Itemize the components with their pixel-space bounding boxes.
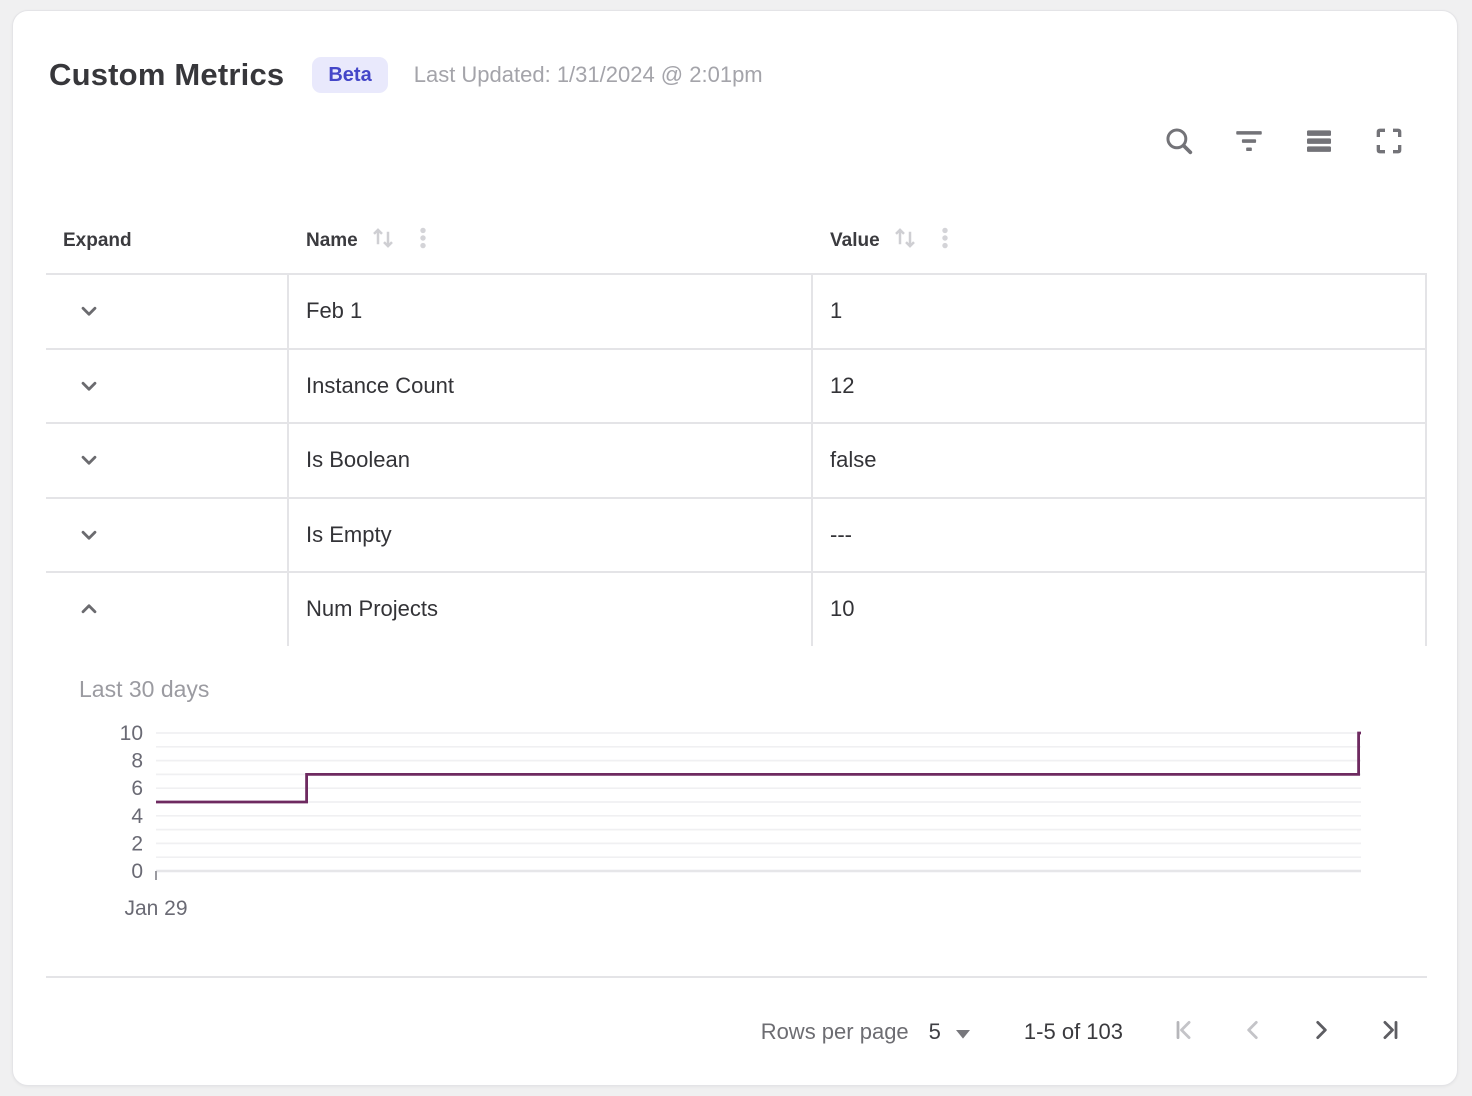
name-cell: Feb 1	[289, 275, 813, 348]
sort-icon[interactable]	[368, 223, 398, 259]
column-header-name[interactable]: Name	[289, 223, 813, 259]
sort-icon[interactable]	[890, 223, 920, 259]
density-icon	[1303, 125, 1335, 157]
chevron-up-icon	[76, 596, 102, 622]
expand-cell	[46, 275, 289, 348]
value-cell: 12	[813, 349, 1427, 422]
grid-toolbar	[13, 121, 1409, 161]
search-icon	[1162, 124, 1196, 158]
filter-button[interactable]	[1229, 121, 1269, 161]
column-menu-icon[interactable]	[932, 225, 958, 257]
table-header-row: Expand Name Value	[46, 209, 1427, 273]
search-button[interactable]	[1159, 121, 1199, 161]
chevron-down-icon	[76, 447, 102, 473]
rows-per-page-label: Rows per page	[760, 1018, 909, 1044]
column-header-label: Expand	[63, 230, 132, 251]
metrics-table: Expand Name Value	[46, 209, 1427, 976]
expand-cell	[46, 424, 289, 497]
expand-row-button[interactable]	[74, 371, 104, 401]
svg-text:8: 8	[131, 749, 143, 772]
column-header-value[interactable]: Value	[813, 223, 1427, 259]
fullscreen-icon	[1373, 125, 1405, 157]
table-footer: Rows per page 5 1-5 of 103	[46, 975, 1427, 1086]
name-cell: Is Empty	[289, 498, 813, 571]
value-cell: 1	[813, 275, 1427, 348]
table-row: Is Empty ---	[46, 496, 1427, 571]
table-row: Is Boolean false	[46, 422, 1427, 497]
chevron-down-icon	[76, 298, 102, 324]
name-cell: Is Boolean	[289, 424, 813, 497]
last-updated-text: Last Updated: 1/31/2024 @ 2:01pm	[413, 62, 763, 87]
table-row: Num Projects 10	[46, 571, 1427, 646]
value-cell: 10	[813, 573, 1427, 646]
svg-text:Jan 29: Jan 29	[124, 897, 187, 920]
name-cell: Instance Count	[289, 349, 813, 422]
chart-title: Last 30 days	[79, 675, 210, 702]
column-header-label: Value	[830, 230, 880, 251]
last-page-button[interactable]	[1369, 1012, 1409, 1052]
table-row: Instance Count 12	[46, 347, 1427, 422]
chevron-down-icon	[955, 1019, 970, 1045]
svg-text:0: 0	[131, 860, 143, 883]
value-cell: ---	[813, 498, 1427, 571]
last-page-icon	[1375, 1016, 1403, 1047]
expand-row-button[interactable]	[74, 520, 104, 550]
rows-per-page-value: 5	[928, 1018, 941, 1044]
svg-text:4: 4	[131, 804, 143, 827]
table-body: Feb 1 1 Instance Count 12	[46, 273, 1427, 976]
expand-cell	[46, 573, 289, 646]
chevron-down-icon	[76, 522, 102, 548]
first-page-button[interactable]	[1165, 1012, 1205, 1052]
row-detail-panel: Last 30 days 0 2 4 6 8 10 Jan 29	[46, 646, 1427, 976]
table-row: Feb 1 1	[46, 273, 1427, 348]
chevron-left-icon	[1239, 1016, 1267, 1047]
pagination-controls	[1165, 1012, 1409, 1052]
step-line-chart: 0 2 4 6 8 10 Jan 29	[120, 722, 1361, 920]
name-cell: Num Projects	[289, 573, 813, 646]
rows-per-page-select[interactable]: 5	[929, 1019, 970, 1045]
custom-metrics-card: Custom Metrics Beta Last Updated: 1/31/2…	[12, 10, 1458, 1086]
chevron-right-icon	[1307, 1016, 1335, 1047]
pagination-range-text: 1-5 of 103	[1023, 1018, 1123, 1044]
fullscreen-button[interactable]	[1369, 121, 1409, 161]
svg-text:2: 2	[131, 832, 143, 855]
page-title: Custom Metrics	[49, 57, 285, 92]
expand-cell	[46, 349, 289, 422]
collapse-row-button[interactable]	[74, 594, 104, 624]
expand-row-button[interactable]	[74, 296, 104, 326]
beta-badge: Beta	[312, 57, 388, 93]
column-menu-icon[interactable]	[410, 225, 436, 257]
filter-icon	[1232, 124, 1266, 158]
chevron-down-icon	[76, 373, 102, 399]
density-button[interactable]	[1299, 121, 1339, 161]
column-header-expand: Expand	[46, 230, 289, 252]
expand-cell	[46, 498, 289, 571]
svg-text:6: 6	[131, 777, 143, 800]
first-page-icon	[1171, 1016, 1199, 1047]
column-header-label: Name	[306, 230, 358, 251]
previous-page-button[interactable]	[1233, 1012, 1273, 1052]
expand-row-button[interactable]	[74, 445, 104, 475]
value-cell: false	[813, 424, 1427, 497]
next-page-button[interactable]	[1301, 1012, 1341, 1052]
card-header: Custom Metrics Beta Last Updated: 1/31/2…	[49, 47, 1413, 103]
svg-text:10: 10	[120, 722, 143, 745]
